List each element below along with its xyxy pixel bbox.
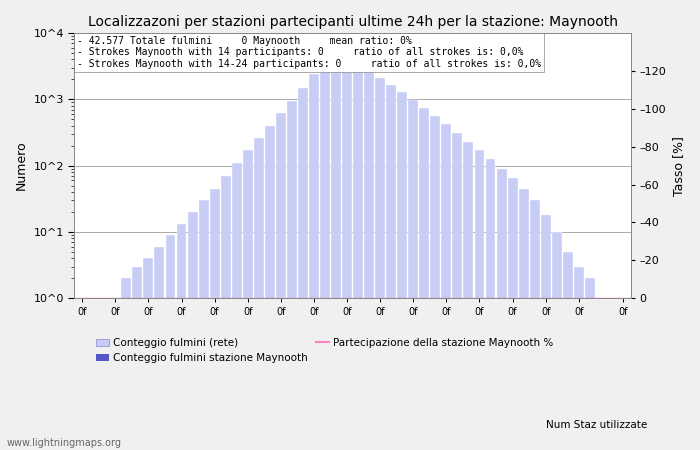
Bar [265,126,275,450]
Bar [496,169,507,450]
Bar [176,224,186,450]
Bar [353,64,363,450]
Bar [585,278,595,450]
Bar [220,176,230,450]
Text: www.lightningmaps.org: www.lightningmaps.org [7,438,122,448]
Bar [486,159,496,450]
Bar [88,298,98,450]
Bar [519,189,528,450]
Bar [254,138,264,450]
Bar [121,278,132,450]
Bar [232,163,242,450]
Bar [287,101,297,450]
Bar [364,71,374,450]
Bar [320,61,330,450]
Bar [276,113,286,450]
Bar [530,200,540,450]
Bar [309,74,319,450]
Legend: Conteggio fulmini (rete), Conteggio fulmini stazione Maynooth, Partecipazione de: Conteggio fulmini (rete), Conteggio fulm… [92,334,557,367]
Y-axis label: Numero: Numero [15,141,28,190]
Bar [398,92,407,450]
Bar [596,298,605,450]
Bar [210,189,220,450]
Bar [77,298,88,450]
Bar [540,215,551,450]
Bar [452,133,463,450]
Bar [563,252,573,450]
Text: Num Staz utilizzate: Num Staz utilizzate [546,420,648,430]
Bar [132,266,142,450]
Bar [574,266,584,450]
Bar [375,78,385,450]
Bar [508,178,517,450]
Y-axis label: Tasso [%]: Tasso [%] [672,135,685,195]
Bar [144,258,153,450]
Bar [463,142,473,450]
Text: - 42.577 Totale fulmini     0 Maynooth     mean ratio: 0%
- Strokes Maynooth wit: - 42.577 Totale fulmini 0 Maynooth mean … [77,36,541,69]
Title: Localizzazoni per stazioni partecipanti ultime 24h per la stazione: Maynooth: Localizzazoni per stazioni partecipanti … [88,15,617,29]
Bar [475,150,484,450]
Bar [419,108,429,450]
Bar [155,247,164,450]
Bar [342,58,352,450]
Bar [607,298,617,450]
Bar [430,116,440,450]
Bar [111,298,120,450]
Bar [442,124,452,450]
Bar [165,235,176,450]
Bar [188,212,197,450]
Bar [408,100,418,450]
Bar [618,298,628,450]
Bar [386,85,396,450]
Bar [199,200,209,450]
Bar [331,53,341,450]
Bar [552,232,561,450]
Bar [243,150,253,450]
Bar [99,298,109,450]
Bar [298,88,308,450]
